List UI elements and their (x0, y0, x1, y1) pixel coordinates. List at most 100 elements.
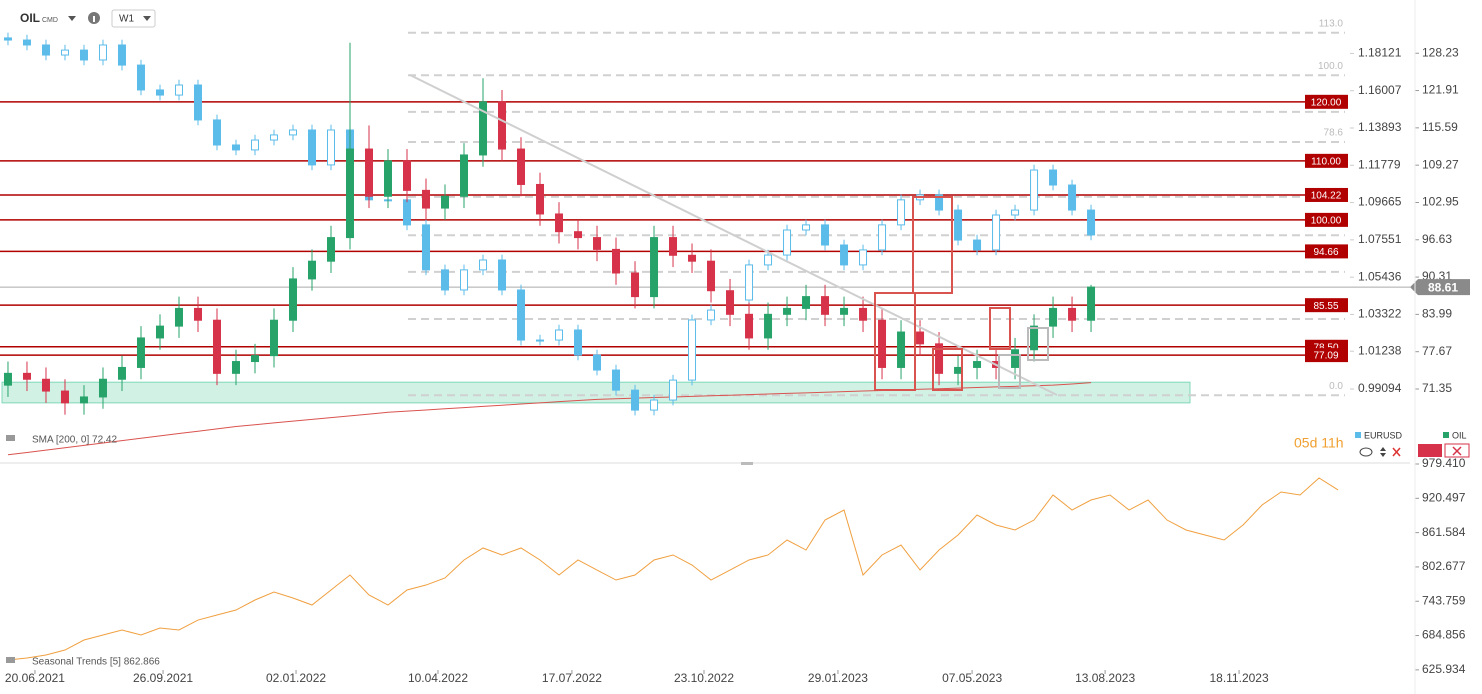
x-tick-label: 13.08.2023 (1075, 671, 1135, 685)
candle-body (593, 237, 602, 250)
candle-body (441, 195, 450, 209)
candle-body (1068, 307, 1077, 321)
candle-body (916, 331, 925, 345)
y-tick-label: 96.63 (1422, 232, 1452, 246)
symbol-dropdown[interactable] (68, 16, 76, 21)
settings-button[interactable] (1418, 444, 1442, 457)
candle-body (783, 307, 792, 315)
y-tick-label: 979.410 (1422, 456, 1466, 470)
candle-body (193, 84, 202, 121)
legend: 05d 11h EURUSD OIL (1294, 430, 1470, 458)
box (989, 307, 1011, 350)
candle-body (460, 269, 469, 291)
legend-label: OIL (1452, 430, 1467, 440)
last-price-tag (1418, 279, 1470, 296)
eye-icon[interactable] (1359, 447, 1373, 457)
candle-body (1049, 169, 1058, 186)
price-level-tag (1305, 244, 1348, 259)
box (998, 354, 1021, 389)
candle-body (479, 101, 488, 156)
candle-body (612, 248, 621, 274)
x-tick-label: 02.01.2022 (266, 671, 326, 685)
candle-body (897, 331, 906, 368)
candle-body (840, 244, 849, 266)
candle-body (707, 260, 716, 292)
price-level-label: 110.00 (1311, 156, 1341, 167)
y2-tick-label: 1.16007 (1358, 83, 1402, 97)
candle-body (821, 224, 830, 246)
x-tick-label: 26.09.2021 (133, 671, 193, 685)
candle-body (1030, 325, 1039, 351)
x-tick-label: 29.01.2023 (808, 671, 868, 685)
timeframe-select[interactable] (111, 9, 156, 28)
candle-body (307, 260, 316, 280)
indicator-icon[interactable] (6, 435, 15, 441)
candle-body (802, 296, 811, 309)
candle-body (935, 343, 944, 374)
price-level-tag (1305, 348, 1348, 363)
fib-label: 78.6 (1324, 128, 1344, 139)
sma-label: SMA [200, 0] 72.42 (32, 435, 117, 446)
candle-body (212, 319, 221, 374)
panel-handle[interactable] (741, 462, 753, 465)
x-tick-label: 23.10.2022 (674, 671, 734, 685)
order-icon[interactable] (1380, 447, 1386, 457)
y-tick-label: 684.856 (1422, 628, 1466, 642)
candle-body (764, 313, 773, 339)
indicator-icon[interactable] (6, 657, 15, 663)
price-level-label: 78.50 (1313, 342, 1338, 353)
candle-body (460, 154, 469, 197)
candle-body (288, 278, 297, 321)
candle-body (269, 134, 278, 141)
candle-body (821, 296, 830, 315)
candle-body (688, 319, 697, 381)
candle-body (726, 290, 735, 315)
fib-label: 113.0 (1319, 18, 1344, 29)
candle-body (212, 119, 221, 146)
candle-body (250, 139, 259, 151)
candle-body (136, 337, 145, 368)
candle-body (79, 396, 88, 404)
fib-label: 100.0 (1318, 61, 1343, 72)
price-level-tag (1305, 94, 1348, 109)
candle-body (422, 189, 431, 209)
candle-body (973, 361, 982, 368)
candle-body (992, 214, 1001, 251)
candle-body (79, 49, 88, 61)
timeframe: W1 (119, 14, 134, 25)
close-icon[interactable] (1392, 447, 1401, 457)
candle-body (840, 307, 849, 315)
candle-body (878, 319, 887, 368)
support-zone (1, 381, 1191, 404)
x-tick-label: 10.04.2022 (408, 671, 468, 685)
candle-body (498, 259, 507, 291)
candle-body (365, 148, 374, 197)
candle-body (536, 183, 545, 215)
y-tick-label: 128.23 (1422, 45, 1459, 59)
candle-body (479, 259, 488, 271)
candle-body (231, 361, 240, 374)
candle-body (136, 64, 145, 91)
candle-body (764, 254, 773, 266)
candle-body (593, 354, 602, 371)
candle-body (60, 49, 69, 56)
symbol[interactable]: OIL (20, 11, 40, 25)
candle-body (41, 44, 50, 56)
candle-body (631, 272, 640, 298)
candle-body (1011, 209, 1020, 216)
price-level-label: 94.66 (1313, 247, 1338, 258)
box (932, 348, 963, 391)
candle-body (669, 379, 678, 401)
y-tick-label: 625.934 (1422, 662, 1466, 676)
y-tick-label: 920.497 (1422, 490, 1466, 504)
price-level-label: 104.22 (1311, 191, 1342, 202)
candle-body (326, 237, 335, 262)
y-tick-label: 102.95 (1422, 195, 1459, 209)
y2-tick-label: 1.05436 (1358, 269, 1402, 283)
remove-icon (1452, 446, 1462, 456)
candle-body (1087, 286, 1096, 321)
candle-body (231, 144, 240, 151)
price-level-tag (1305, 187, 1348, 202)
price-level-tag (1305, 153, 1348, 168)
candle-body (403, 160, 412, 191)
